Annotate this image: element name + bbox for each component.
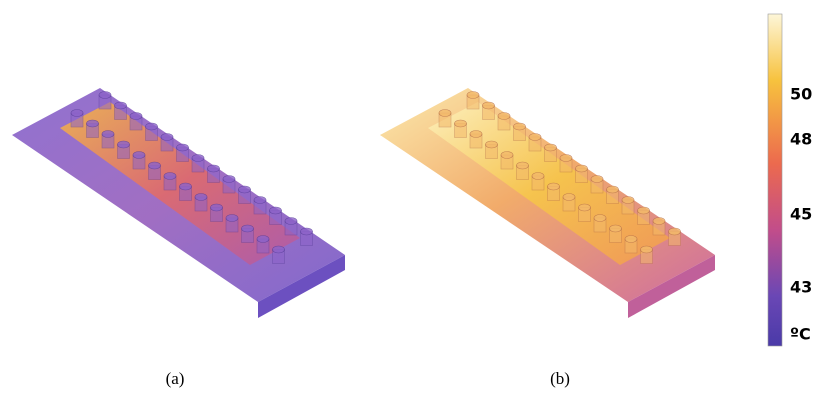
cylinder-top [622, 197, 634, 204]
cylinder-top [594, 215, 606, 222]
cylinder-top [669, 228, 681, 235]
cylinder-top [118, 141, 130, 148]
cylinder-top [625, 236, 637, 243]
cylinder-top [579, 204, 591, 211]
colorbar-tick-label: 45 [790, 205, 812, 224]
cylinder-top [529, 134, 541, 141]
cylinder-top [211, 204, 223, 211]
cylinder-top [514, 123, 526, 130]
cylinder-top [270, 207, 282, 214]
cylinder-top [226, 215, 238, 222]
cylinder-top [254, 197, 266, 204]
cylinder-top [455, 120, 467, 127]
cylinder-top [192, 155, 204, 162]
cylinder-top [439, 110, 451, 117]
cylinder-top [149, 162, 161, 169]
cylinder-top [470, 131, 482, 138]
cylinder-top [501, 152, 513, 159]
cylinder-top [177, 144, 189, 151]
cylinder-top [607, 186, 619, 193]
cylinder-top [257, 236, 269, 243]
cylinder-top [517, 162, 529, 169]
cylinder-top [486, 141, 498, 148]
cylinder-top [208, 165, 220, 172]
cylinder-top [195, 194, 207, 201]
figure: (a) (b) 50 48 45 43 ºC [0, 0, 814, 396]
cylinder-top [548, 183, 560, 190]
cylinder-top [102, 131, 114, 138]
colorbar-tick-label: 43 [790, 278, 812, 297]
panel-label: (b) [550, 369, 570, 388]
colorbar-ticks: 50 48 45 43 ºC [790, 85, 812, 344]
colorbar-tick-label: 50 [790, 85, 812, 104]
cylinder-top [273, 246, 285, 253]
cylinder-top [71, 110, 83, 117]
cylinder-top [133, 152, 145, 159]
cylinder-top [653, 218, 665, 225]
cylinder-top [467, 92, 479, 99]
cylinder-top [239, 186, 251, 193]
cylinder-top [560, 155, 572, 162]
cylinder-top [563, 194, 575, 201]
cylinder-top [610, 225, 622, 232]
colorbar-unit: ºC [790, 325, 811, 344]
cylinder-top [242, 225, 254, 232]
cylinder-top [161, 134, 173, 141]
cylinder-top [87, 120, 99, 127]
cylinder-top [164, 173, 176, 180]
cylinder-top [545, 144, 557, 151]
cylinder-top [285, 218, 297, 225]
panel-label: (a) [166, 369, 185, 388]
cylinder-top [301, 228, 313, 235]
cylinder-top [180, 183, 192, 190]
colorbar [768, 14, 782, 346]
cylinder-top [641, 246, 653, 253]
cylinder-top [591, 176, 603, 183]
colorbar-tick-label: 48 [790, 130, 812, 149]
render-b [380, 88, 715, 318]
cylinder-top [146, 123, 158, 130]
cylinder-top [498, 113, 510, 120]
cylinder-top [638, 207, 650, 214]
cylinder-top [483, 102, 495, 109]
cylinder-top [576, 165, 588, 172]
cylinder-top [532, 173, 544, 180]
cylinder-top [99, 92, 111, 99]
cylinder-top [115, 102, 127, 109]
render-a [12, 88, 345, 318]
cylinder-top [130, 113, 142, 120]
cylinder-top [223, 176, 235, 183]
